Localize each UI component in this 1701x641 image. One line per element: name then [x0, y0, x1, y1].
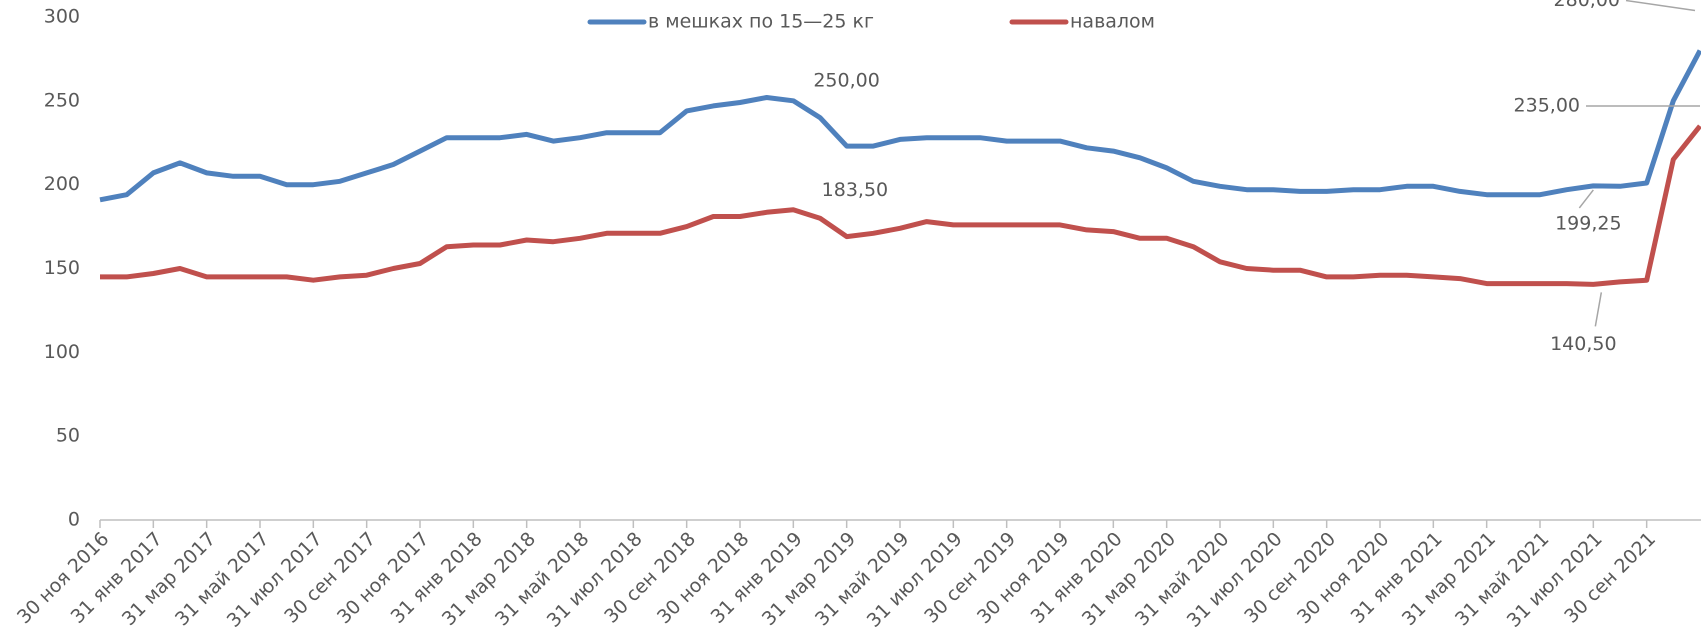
y-tick-label: 250: [44, 89, 80, 111]
legend-label: в мешках по 15—25 кг: [648, 11, 874, 33]
data-label: 140,50: [1550, 333, 1616, 355]
x-tick-label: 30 ноя 2017: [333, 528, 433, 628]
data-label: 280,00: [1554, 0, 1620, 11]
y-tick-label: 150: [44, 257, 80, 279]
data-label: 183,50: [822, 179, 888, 201]
x-tick-label: 31 мар 2020: [1078, 528, 1180, 630]
y-tick-label: 300: [44, 6, 80, 28]
leader-line: [1625, 0, 1696, 12]
series-line: [100, 124, 1701, 287]
x-tick-label: 31 мар 2021: [1398, 528, 1500, 630]
data-label: 199,25: [1555, 212, 1621, 234]
y-tick-label: 50: [56, 425, 80, 447]
x-tick-label: 31 май 2020: [1131, 528, 1233, 630]
x-tick-label: 30 ноя 2020: [1293, 528, 1393, 628]
leader-line: [1578, 189, 1594, 209]
x-tick-label: 31 мар 2019: [758, 528, 860, 630]
x-tick-label: 31 май 2017: [171, 528, 273, 630]
x-tick-label: 31 май 2019: [811, 528, 913, 630]
x-tick-label: 31 май 2021: [1451, 528, 1553, 630]
x-tick-label: 30 ноя 2016: [13, 528, 113, 628]
x-tick-label: 31 май 2018: [491, 528, 593, 630]
x-tick-label: 31 мар 2018: [438, 528, 540, 630]
data-label: 250,00: [813, 69, 879, 91]
y-tick-label: 100: [44, 341, 80, 363]
y-tick-label: 200: [44, 173, 80, 195]
data-label: 235,00: [1514, 94, 1580, 116]
series-line: [99, 49, 1701, 203]
x-tick-label: 30 ноя 2018: [653, 528, 753, 628]
x-tick-label: 31 мар 2017: [118, 528, 220, 630]
legend-label: навалом: [1070, 11, 1155, 33]
x-tick-label: 30 ноя 2019: [973, 528, 1073, 628]
y-tick-label: 0: [68, 509, 80, 531]
leader-line: [1594, 292, 1603, 327]
